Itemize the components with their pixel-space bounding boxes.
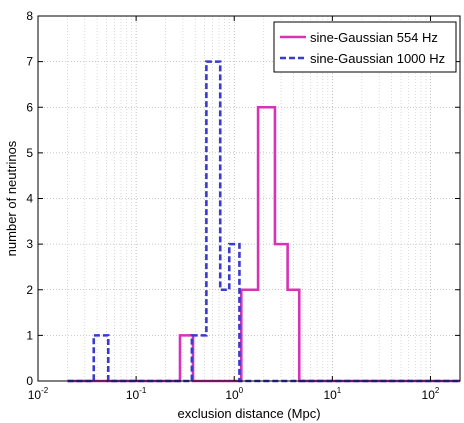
y-tick-label: 0	[26, 374, 33, 388]
legend-label-1: sine-Gaussian 554 Hz	[310, 30, 438, 45]
x-tick-label: 10-2	[28, 386, 49, 402]
y-tick-label: 4	[26, 192, 33, 206]
legend-label-2: sine-Gaussian 1000 Hz	[310, 51, 445, 66]
y-tick-label: 5	[26, 146, 33, 160]
y-tick-label: 3	[26, 237, 33, 251]
y-tick-label: 1	[26, 328, 33, 342]
series-line-1	[67, 105, 460, 383]
y-tick-label: 8	[26, 9, 33, 23]
tick-marks	[37, 15, 460, 382]
y-tick-labels: 0 1 2 3 4 5 6 7 8	[26, 9, 33, 388]
x-tick-label: 10-1	[126, 386, 147, 402]
x-axis-label: exclusion distance (Mpc)	[177, 406, 320, 421]
x-tick-label: 101	[323, 386, 341, 402]
y-tick-label: 2	[26, 283, 33, 297]
y-tick-label: 6	[26, 100, 33, 114]
legend: sine-Gaussian 554 Hz sine-Gaussian 1000 H…	[273, 21, 457, 73]
y-tick-label: 7	[26, 55, 33, 69]
legend-box	[273, 21, 457, 73]
series-layer	[67, 60, 460, 383]
series-line-2	[67, 60, 460, 383]
grid-lines	[38, 16, 460, 381]
x-tick-label: 102	[422, 386, 440, 402]
x-tick-labels: 10-2 10-1 100 101 102	[28, 386, 440, 402]
x-tick-label: 100	[225, 386, 243, 402]
y-axis-label: number of neutrinos	[4, 140, 19, 256]
